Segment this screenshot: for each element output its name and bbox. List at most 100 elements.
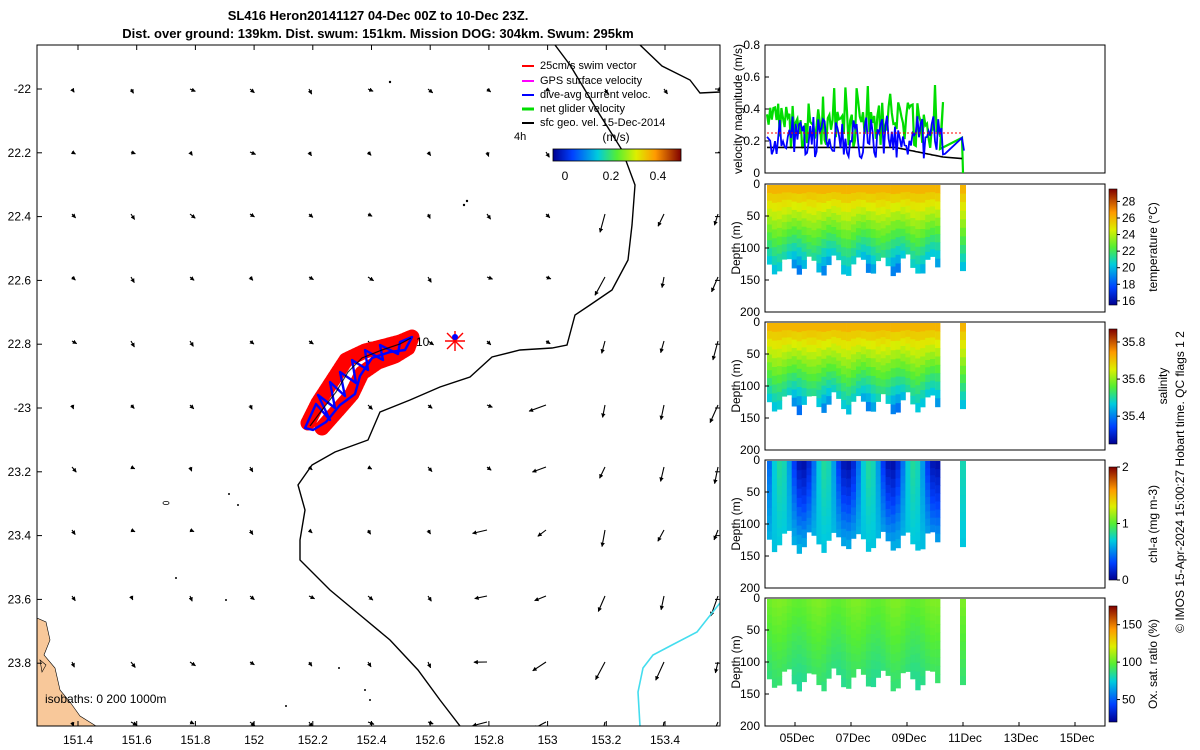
section-cell	[915, 220, 921, 230]
section-cell	[836, 506, 842, 515]
section-cell	[870, 375, 877, 386]
section-cell	[771, 211, 778, 222]
reef-dot	[175, 577, 177, 579]
section-cell	[816, 485, 822, 495]
section-cell	[811, 388, 817, 397]
section-cell	[870, 599, 877, 609]
section-cell	[836, 185, 842, 193]
section-cell	[875, 222, 881, 231]
section-cell	[831, 241, 837, 249]
velocity-arrow	[366, 150, 372, 156]
section-cell	[821, 403, 827, 413]
section-cell	[960, 357, 966, 367]
section-cell	[796, 654, 802, 664]
section-cell	[791, 649, 797, 659]
section-cell	[821, 525, 827, 535]
section-cell	[960, 365, 966, 375]
section-cell	[767, 670, 773, 680]
section-cell	[781, 199, 788, 208]
section-cell	[801, 193, 807, 203]
section-cell	[915, 376, 921, 386]
velocity-arrow	[308, 339, 314, 345]
section-cell	[900, 392, 906, 401]
section-cell	[836, 652, 842, 661]
section-cell	[880, 482, 886, 490]
section-cell	[870, 642, 877, 653]
dive-avg-velocity-line	[766, 115, 965, 161]
section-cell	[880, 599, 886, 607]
velocity-arrow	[660, 276, 665, 289]
section-cell	[811, 337, 817, 346]
map-y-tick-label: 23.8	[8, 656, 32, 670]
section-cell	[865, 237, 872, 247]
section-cell	[801, 260, 807, 269]
section-cell	[826, 622, 832, 632]
section-cell	[920, 398, 926, 408]
section-cell	[856, 359, 862, 368]
section-cell	[885, 477, 891, 486]
section-cell	[930, 227, 936, 236]
section-cell	[920, 193, 926, 204]
section-cell	[875, 491, 881, 500]
section-cell	[900, 185, 906, 193]
section-cell	[865, 497, 872, 507]
section-cell	[771, 358, 778, 368]
section-cell	[781, 374, 788, 382]
section-cell	[796, 488, 802, 499]
section-cell	[846, 341, 852, 351]
map-x-tick-label: 152.8	[474, 733, 504, 747]
section-cell	[870, 616, 877, 626]
section-cell	[880, 323, 886, 331]
velocity-arrow	[249, 660, 255, 666]
date-tick-label: 13Dec	[1004, 731, 1039, 745]
legend-item-sfc-geo-vel: sfc geo. vel. 15-Dec-2014	[522, 117, 665, 129]
velocity-arrow	[71, 339, 78, 345]
section-cell	[806, 388, 812, 397]
section-cell	[846, 496, 852, 506]
section-cell	[826, 654, 832, 663]
velocity-y-tick-label: 0.6	[743, 70, 760, 84]
section-cell	[905, 461, 911, 469]
section-cell	[826, 248, 832, 258]
section-cell	[905, 185, 911, 193]
section-cell	[960, 236, 966, 246]
section-cell	[935, 657, 941, 667]
temperature-panel: Depth (m) temperature (°C)	[729, 183, 1160, 313]
velocity-arrow	[486, 87, 492, 93]
velocity-arrow	[367, 595, 374, 601]
velocity-arrow	[248, 529, 254, 535]
section-cell	[771, 479, 778, 489]
section-cell	[776, 340, 783, 350]
map-panel: 10 151.4 151.6 151.8 152 152.2 152.4 152.6 152.…	[8, 44, 721, 747]
section-cell	[925, 489, 931, 498]
section-cell	[865, 263, 872, 273]
section-cell	[915, 202, 921, 212]
section-cell	[960, 383, 966, 392]
section-cell	[786, 627, 793, 635]
section-cell	[910, 518, 916, 528]
section-cell	[880, 379, 886, 388]
section-cell	[870, 211, 877, 221]
velocity-y-ticks: 00.20.40.60.8	[743, 38, 769, 180]
section-cell	[816, 527, 822, 537]
legend-extra-label: 4h	[514, 131, 526, 143]
section-cell	[920, 487, 926, 497]
depth-y-tick-label: 100	[740, 517, 760, 531]
section-cell	[801, 185, 807, 194]
map-y-tick-label: -23	[14, 401, 32, 415]
section-cell	[925, 482, 931, 491]
section-cell	[831, 525, 837, 533]
velocity-arrow	[545, 339, 551, 345]
section-cell	[960, 253, 966, 263]
section-cell	[791, 502, 797, 512]
section-cell	[806, 206, 812, 214]
section-cell	[930, 242, 936, 250]
depth-y-tick-label: 50	[747, 347, 761, 361]
section-cell	[885, 193, 891, 202]
velocity-arrow	[715, 721, 719, 726]
section-cell	[781, 518, 788, 527]
section-cell	[767, 323, 773, 332]
section-cell	[870, 384, 877, 394]
section-cell	[851, 499, 857, 508]
section-cell	[786, 467, 793, 476]
